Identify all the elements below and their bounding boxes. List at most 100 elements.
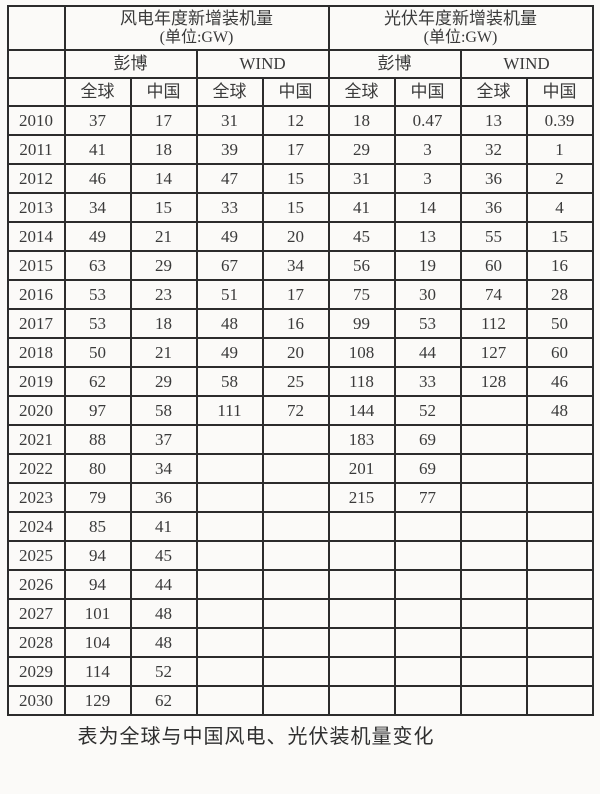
value-cell: 41 — [129, 511, 198, 542]
year-cell: 2023 — [6, 482, 66, 513]
value-cell: 74 — [459, 279, 528, 310]
value-cell: 94 — [63, 540, 132, 571]
value-cell: 41 — [327, 192, 396, 223]
value-cell: 13 — [393, 221, 462, 252]
value-cell: 49 — [195, 337, 264, 368]
value-cell: 47 — [195, 163, 264, 194]
value-cell: 94 — [63, 569, 132, 600]
value-cell: 50 — [63, 337, 132, 368]
source-header-bloomberg-pv: 彭博 — [327, 49, 462, 79]
value-cell: 104 — [63, 627, 132, 658]
value-cell — [525, 482, 594, 513]
value-cell: 33 — [393, 366, 462, 397]
value-cell — [525, 627, 594, 658]
value-cell — [195, 656, 264, 687]
year-cell: 2016 — [6, 279, 66, 310]
group-header-row: 风电年度新增装机量 (单位:GW) 光伏年度新增装机量 (单位:GW) — [6, 5, 594, 51]
table-row: 2027 101 48 — [6, 598, 594, 629]
value-cell: 69 — [393, 424, 462, 455]
value-cell — [459, 395, 528, 426]
year-cell: 2013 — [6, 192, 66, 223]
table-row: 2022 80 34 201 69 — [6, 453, 594, 484]
value-cell: 29 — [129, 250, 198, 281]
region-header-china: 中国 — [129, 77, 198, 107]
value-cell: 36 — [459, 163, 528, 194]
value-cell — [195, 598, 264, 629]
table-row: 2010 37 17 31 12 18 0.47 13 0.39 — [6, 105, 594, 136]
value-cell: 34 — [261, 250, 330, 281]
value-cell: 34 — [63, 192, 132, 223]
value-cell: 32 — [459, 134, 528, 165]
value-cell: 17 — [129, 105, 198, 136]
value-cell — [261, 511, 330, 542]
value-cell — [393, 656, 462, 687]
table-body: 2010 37 17 31 12 18 0.47 13 0.39 2011 41 18 39 17 29 3 3… — [6, 105, 594, 716]
value-cell: 99 — [327, 308, 396, 339]
value-cell: 17 — [261, 134, 330, 165]
value-cell — [327, 598, 396, 629]
value-cell: 72 — [261, 395, 330, 426]
value-cell: 30 — [393, 279, 462, 310]
value-cell: 56 — [327, 250, 396, 281]
value-cell: 144 — [327, 395, 396, 426]
value-cell: 36 — [129, 482, 198, 513]
value-cell: 44 — [129, 569, 198, 600]
region-header-global: 全球 — [195, 77, 264, 107]
year-cell: 2030 — [6, 685, 66, 716]
value-cell: 53 — [393, 308, 462, 339]
value-cell: 52 — [393, 395, 462, 426]
value-cell — [393, 627, 462, 658]
value-cell: 44 — [393, 337, 462, 368]
value-cell: 108 — [327, 337, 396, 368]
value-cell: 36 — [459, 192, 528, 223]
value-cell: 48 — [195, 308, 264, 339]
table-row: 2018 50 21 49 20 108 44 127 60 — [6, 337, 594, 368]
table-row: 2017 53 18 48 16 99 53 112 50 — [6, 308, 594, 339]
value-cell: 20 — [261, 337, 330, 368]
value-cell — [195, 685, 264, 716]
value-cell — [261, 453, 330, 484]
value-cell — [327, 511, 396, 542]
value-cell — [327, 627, 396, 658]
region-header-china: 中国 — [393, 77, 462, 107]
solar-pv-group-title: 光伏年度新增装机量 — [384, 9, 537, 29]
value-cell: 29 — [129, 366, 198, 397]
value-cell — [525, 685, 594, 716]
value-cell: 3 — [393, 134, 462, 165]
table-row: 2015 63 29 67 34 56 19 60 16 — [6, 250, 594, 281]
solar-pv-group-header: 光伏年度新增装机量 (单位:GW) — [327, 5, 594, 51]
value-cell: 4 — [525, 192, 594, 223]
value-cell: 62 — [63, 366, 132, 397]
value-cell: 15 — [525, 221, 594, 252]
value-cell: 114 — [63, 656, 132, 687]
value-cell: 39 — [195, 134, 264, 165]
value-cell — [459, 540, 528, 571]
value-cell: 112 — [459, 308, 528, 339]
installed-capacity-table: 风电年度新增装机量 (单位:GW) 光伏年度新增装机量 (单位:GW) 彭博 W… — [6, 5, 594, 716]
value-cell: 45 — [129, 540, 198, 571]
year-cell: 2024 — [6, 511, 66, 542]
table-row: 2019 62 29 58 25 118 33 128 46 — [6, 366, 594, 397]
value-cell: 127 — [459, 337, 528, 368]
value-cell: 34 — [129, 453, 198, 484]
value-cell: 16 — [261, 308, 330, 339]
value-cell — [393, 685, 462, 716]
value-cell: 75 — [327, 279, 396, 310]
year-cell: 2017 — [6, 308, 66, 339]
value-cell: 14 — [393, 192, 462, 223]
value-cell: 15 — [129, 192, 198, 223]
value-cell — [261, 569, 330, 600]
value-cell: 37 — [129, 424, 198, 455]
value-cell: 128 — [459, 366, 528, 397]
year-cell: 2011 — [6, 134, 66, 165]
value-cell — [393, 511, 462, 542]
table-row: 2012 46 14 47 15 31 3 36 2 — [6, 163, 594, 194]
value-cell: 46 — [63, 163, 132, 194]
value-cell: 48 — [525, 395, 594, 426]
value-cell — [525, 453, 594, 484]
value-cell: 2 — [525, 163, 594, 194]
source-header-wind-db-wind: WIND — [195, 49, 330, 79]
table-row: 2030 129 62 — [6, 685, 594, 716]
year-cell: 2021 — [6, 424, 66, 455]
